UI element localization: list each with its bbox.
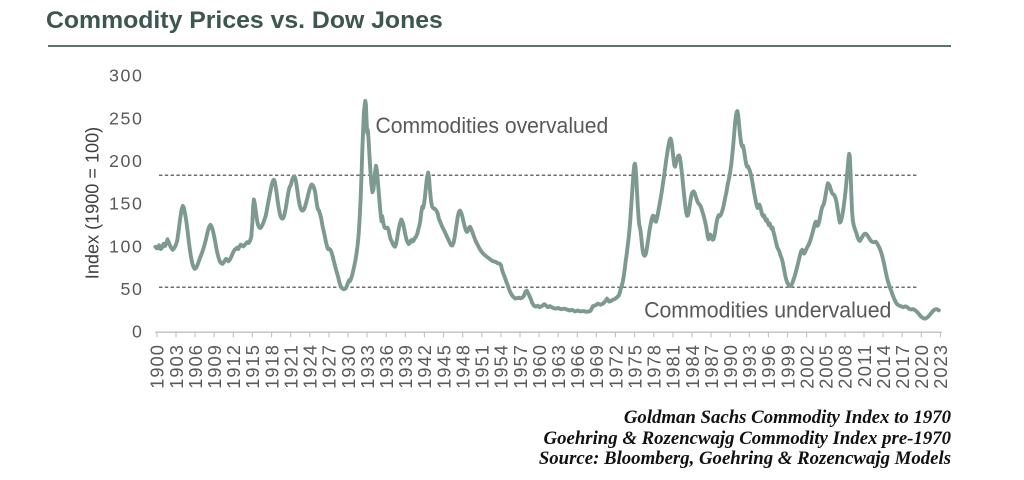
svg-text:100: 100 bbox=[109, 236, 143, 256]
svg-text:1921: 1921 bbox=[281, 344, 302, 389]
svg-text:1912: 1912 bbox=[223, 344, 244, 389]
svg-text:1906: 1906 bbox=[185, 344, 206, 389]
svg-text:2014: 2014 bbox=[873, 344, 894, 389]
svg-text:1960: 1960 bbox=[529, 344, 550, 389]
svg-text:1963: 1963 bbox=[548, 344, 569, 389]
svg-text:Commodities undervalued: Commodities undervalued bbox=[644, 297, 891, 322]
svg-text:1987: 1987 bbox=[701, 344, 722, 389]
svg-text:1918: 1918 bbox=[261, 344, 282, 389]
svg-text:1978: 1978 bbox=[644, 344, 665, 389]
svg-text:300: 300 bbox=[109, 66, 143, 86]
svg-text:2017: 2017 bbox=[892, 344, 913, 389]
svg-text:1954: 1954 bbox=[491, 344, 512, 389]
svg-text:1942: 1942 bbox=[414, 344, 435, 389]
svg-text:2011: 2011 bbox=[854, 344, 875, 387]
svg-text:1915: 1915 bbox=[242, 344, 263, 389]
svg-text:2002: 2002 bbox=[796, 344, 817, 389]
svg-text:2008: 2008 bbox=[835, 344, 856, 389]
svg-text:Commodities overvalued: Commodities overvalued bbox=[376, 113, 609, 138]
svg-text:1972: 1972 bbox=[605, 344, 626, 389]
svg-text:1936: 1936 bbox=[376, 344, 397, 389]
svg-text:1981: 1981 bbox=[663, 344, 684, 389]
svg-text:1990: 1990 bbox=[720, 344, 741, 389]
svg-text:1924: 1924 bbox=[300, 344, 321, 389]
svg-text:1999: 1999 bbox=[777, 344, 798, 389]
svg-text:1966: 1966 bbox=[567, 344, 588, 389]
svg-text:1909: 1909 bbox=[204, 344, 225, 389]
svg-text:1984: 1984 bbox=[682, 344, 703, 389]
svg-text:0: 0 bbox=[132, 322, 144, 342]
svg-text:1975: 1975 bbox=[624, 344, 645, 389]
svg-text:50: 50 bbox=[121, 279, 144, 299]
svg-text:1903: 1903 bbox=[166, 344, 187, 389]
svg-text:1951: 1951 bbox=[472, 344, 493, 389]
svg-text:1927: 1927 bbox=[319, 344, 340, 389]
svg-text:1993: 1993 bbox=[739, 344, 760, 389]
svg-text:200: 200 bbox=[109, 151, 143, 171]
svg-text:1948: 1948 bbox=[453, 344, 474, 389]
svg-text:1957: 1957 bbox=[510, 344, 531, 389]
svg-text:250: 250 bbox=[109, 108, 143, 128]
svg-text:1996: 1996 bbox=[758, 344, 779, 389]
svg-text:1969: 1969 bbox=[586, 344, 607, 389]
svg-text:150: 150 bbox=[109, 194, 143, 214]
svg-text:2023: 2023 bbox=[930, 344, 951, 389]
svg-text:1930: 1930 bbox=[338, 344, 359, 389]
svg-text:1900: 1900 bbox=[147, 344, 168, 389]
svg-text:1933: 1933 bbox=[357, 344, 378, 389]
svg-text:1939: 1939 bbox=[395, 344, 416, 389]
svg-text:Index (1900 = 100): Index (1900 = 100) bbox=[83, 127, 103, 279]
svg-text:2020: 2020 bbox=[911, 344, 932, 389]
svg-text:2005: 2005 bbox=[816, 344, 837, 389]
svg-text:1945: 1945 bbox=[433, 344, 454, 389]
